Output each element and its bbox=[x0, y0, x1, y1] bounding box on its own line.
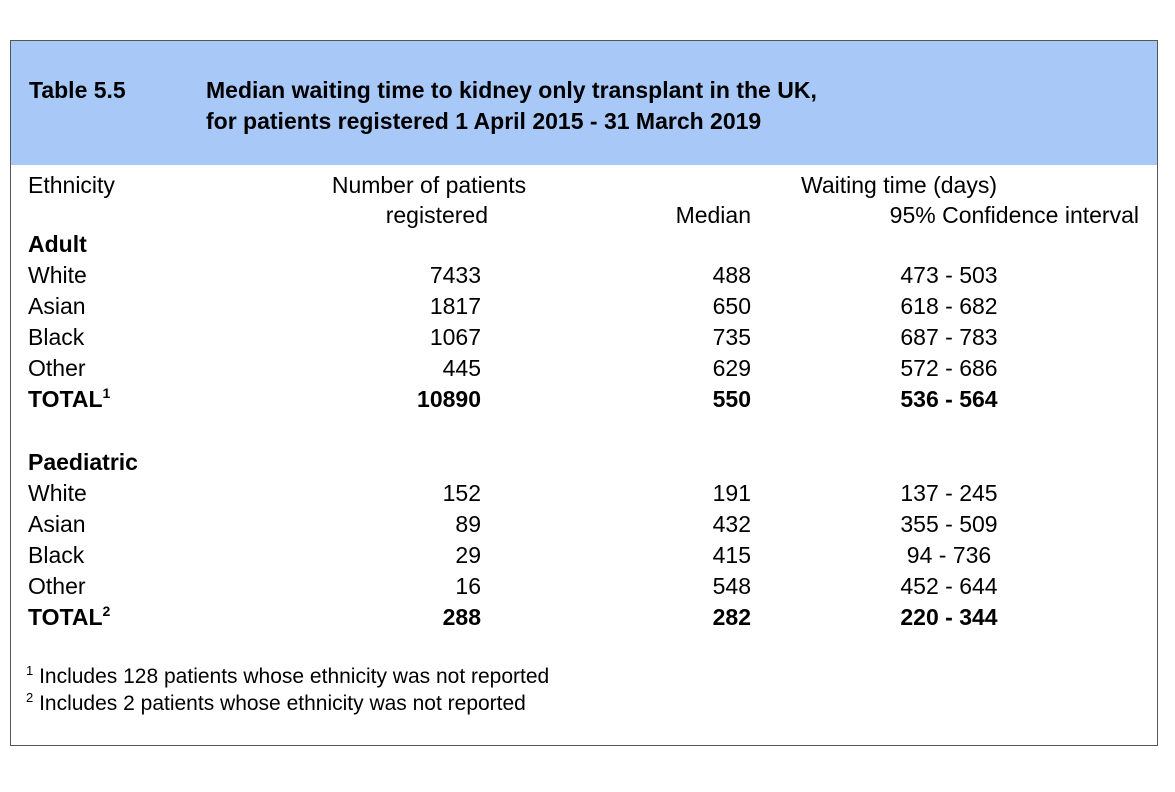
row-ethnicity: White bbox=[28, 480, 87, 506]
row-ethnicity: Asian bbox=[28, 293, 86, 319]
header-ethnicity: Ethnicity bbox=[28, 172, 115, 198]
row-ci: 94 - 736 bbox=[906, 542, 992, 568]
row-ethnicity: Asian bbox=[28, 511, 86, 537]
footnote-text: Includes 2 patients whose ethnicity was … bbox=[39, 692, 526, 715]
row-ci: 452 - 644 bbox=[900, 573, 998, 599]
row-median: 432 bbox=[712, 511, 751, 537]
section-heading-adult: Adult bbox=[28, 231, 87, 257]
header-number-of-patients: Number of patients bbox=[331, 172, 527, 198]
row-patients: 1817 bbox=[429, 293, 481, 319]
total-ci: 536 - 564 bbox=[900, 386, 998, 412]
row-median: 548 bbox=[712, 573, 751, 599]
row-median: 488 bbox=[712, 262, 751, 288]
total-median: 550 bbox=[712, 386, 751, 412]
row-ethnicity: Black bbox=[28, 324, 85, 350]
footnote-2: 2 Includes 2 patients whose ethnicity wa… bbox=[26, 690, 526, 716]
total-patients: 10890 bbox=[417, 386, 481, 412]
row-ci: 355 - 509 bbox=[900, 511, 998, 537]
row-patients: 445 bbox=[442, 355, 481, 381]
footnote-text: Includes 128 patients whose ethnicity wa… bbox=[39, 665, 550, 688]
header-confidence-interval: 95% Confidence interval bbox=[889, 202, 1139, 228]
footnote-mark: 2 bbox=[26, 690, 34, 705]
header-waiting-time: Waiting time (days) bbox=[801, 172, 997, 198]
row-patients: 89 bbox=[455, 511, 481, 537]
row-ethnicity: White bbox=[28, 262, 87, 288]
footnote-mark: 1 bbox=[26, 663, 34, 678]
row-patients: 29 bbox=[455, 542, 481, 568]
row-median: 191 bbox=[712, 480, 751, 506]
row-ci: 687 - 783 bbox=[900, 324, 998, 350]
section-heading-paediatric: Paediatric bbox=[28, 449, 138, 475]
row-ci: 618 - 682 bbox=[900, 293, 998, 319]
row-patients: 16 bbox=[455, 573, 481, 599]
row-ethnicity: Other bbox=[28, 573, 86, 599]
header-median: Median bbox=[675, 202, 751, 228]
row-median: 415 bbox=[712, 542, 751, 568]
row-ci: 137 - 245 bbox=[900, 480, 998, 506]
row-ethnicity: Other bbox=[28, 355, 86, 381]
table-title-line-2: for patients registered 1 April 2015 - 3… bbox=[206, 108, 762, 134]
row-ci: 473 - 503 bbox=[900, 262, 998, 288]
footnote-mark: 2 bbox=[102, 603, 111, 619]
total-patients: 288 bbox=[442, 604, 481, 630]
title-band: Table 5.5 Median waiting time to kidney … bbox=[11, 41, 1157, 165]
row-patients: 152 bbox=[442, 480, 481, 506]
table-title-line-1: Median waiting time to kidney only trans… bbox=[206, 77, 817, 103]
row-median: 629 bbox=[712, 355, 751, 381]
footnote-1: 1 Includes 128 patients whose ethnicity … bbox=[26, 663, 550, 689]
total-median: 282 bbox=[712, 604, 751, 630]
footnote-mark: 1 bbox=[102, 385, 111, 401]
header-registered: registered bbox=[385, 202, 488, 228]
row-ci: 572 - 686 bbox=[900, 355, 998, 381]
total-label-text: TOTAL bbox=[28, 604, 103, 630]
row-median: 735 bbox=[712, 324, 751, 350]
total-label: TOTAL2 bbox=[28, 604, 110, 631]
row-median: 650 bbox=[712, 293, 751, 319]
table-frame: Table 5.5 Median waiting time to kidney … bbox=[10, 40, 1158, 746]
total-label: TOTAL1 bbox=[28, 386, 110, 413]
total-ci: 220 - 344 bbox=[900, 604, 998, 630]
row-patients: 1067 bbox=[429, 324, 481, 350]
row-patients: 7433 bbox=[429, 262, 481, 288]
total-label-text: TOTAL bbox=[28, 386, 103, 412]
row-ethnicity: Black bbox=[28, 542, 85, 568]
table-label: Table 5.5 bbox=[29, 77, 126, 103]
